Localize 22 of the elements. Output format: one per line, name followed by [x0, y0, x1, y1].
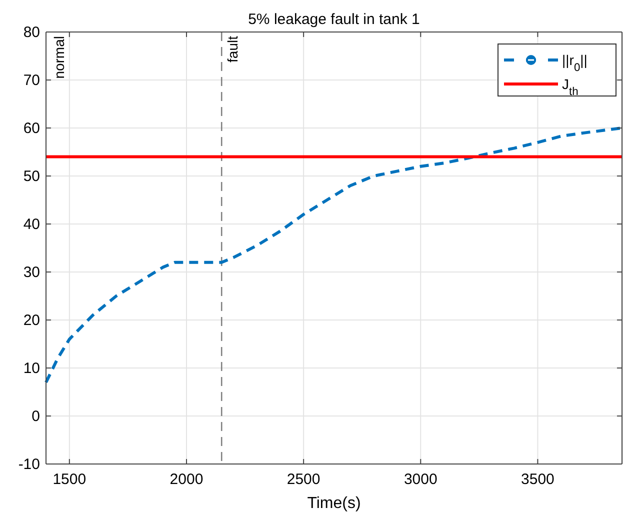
y-tick-label: 10 [23, 360, 40, 377]
x-tick-label: 2000 [170, 471, 204, 488]
y-tick-label: 0 [32, 408, 40, 425]
x-tick-label: 3000 [404, 471, 438, 488]
y-tick-label: 60 [23, 120, 40, 137]
legend-label: J$_{th}$ [562, 76, 578, 98]
ref-line-label: fault [224, 36, 241, 62]
x-axis-title: Time(s) [307, 495, 361, 512]
chart-title: 5% leakage fault in tank 1 [248, 11, 420, 28]
annotation: normal [51, 36, 67, 79]
line-series [44, 126, 623, 384]
y-tick-label: -10 [18, 456, 40, 473]
y-tick-label: 50 [23, 168, 40, 185]
legend-label: ||r$_{0}$|| [562, 52, 588, 74]
y-tick-label: 80 [23, 24, 40, 41]
y-tick-label: 40 [23, 216, 40, 233]
y-tick-label: 70 [23, 72, 40, 89]
x-tick-label: 2500 [286, 471, 320, 488]
x-tick-label: 3500 [521, 471, 554, 488]
y-tick-label: 20 [23, 312, 40, 329]
y-tick-label: 30 [23, 264, 40, 281]
x-tick-label: 1500 [52, 471, 86, 488]
